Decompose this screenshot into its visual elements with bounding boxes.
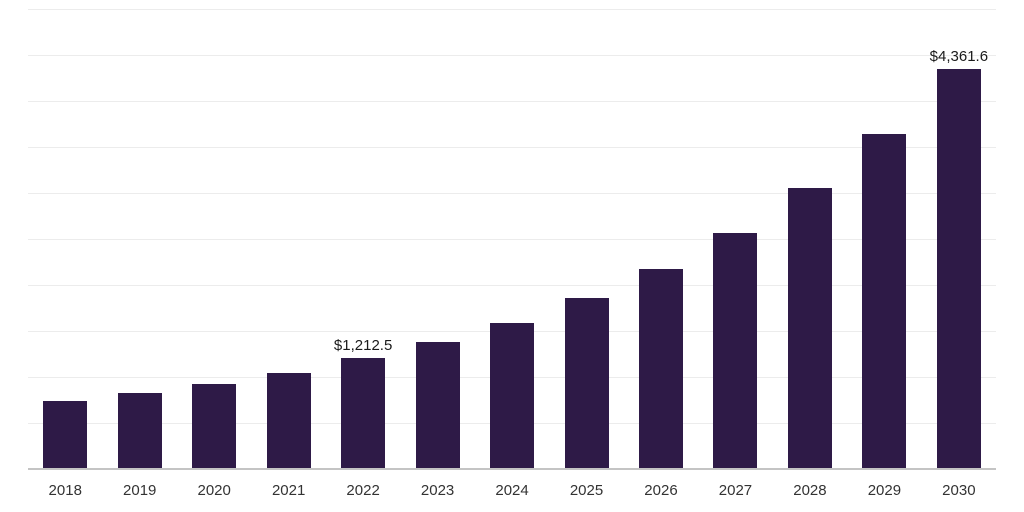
- bar-column-2028: [773, 10, 847, 470]
- x-tick-label-2019: 2019: [123, 482, 157, 499]
- x-tick-label-2030: 2030: [942, 482, 976, 499]
- bar-column-2026: [624, 10, 698, 470]
- bar-2022: [341, 358, 386, 470]
- gridline: [28, 193, 996, 194]
- plot-area: $1,212.5 $4,361.6: [28, 9, 996, 470]
- bars-layer: $1,212.5 $4,361.6: [28, 10, 996, 470]
- x-tick-label-2018: 2018: [48, 482, 82, 499]
- bar-column-2020: [177, 10, 251, 470]
- gridline: [28, 239, 996, 240]
- x-axis-tick-labels: 2018 2019 2020 2021 2022 2023 2024 2025 2026 2027…: [28, 482, 996, 499]
- bar-2026: [638, 268, 683, 470]
- bar-column-2025: [549, 10, 623, 470]
- x-tick-label-2023: 2023: [420, 482, 455, 499]
- bar-2027: [713, 232, 758, 470]
- bar-2030: [936, 68, 981, 470]
- bar-column-2027: [698, 10, 772, 470]
- data-label-2022: $1,212.5: [333, 337, 393, 355]
- x-tick-label-2027: 2027: [718, 482, 753, 499]
- bar-column-2021: [251, 10, 325, 470]
- x-tick-label-2021: 2021: [271, 482, 306, 499]
- bar-column-2023: [400, 10, 474, 470]
- x-tick-label-2025: 2025: [569, 482, 604, 499]
- gridline: [28, 285, 996, 286]
- x-tick-label-2022: 2022: [346, 482, 380, 499]
- bar-column-2024: [475, 10, 549, 470]
- bar-2018: [43, 401, 88, 470]
- bar-2024: [490, 322, 535, 470]
- bar-2019: [117, 392, 162, 470]
- bar-2025: [564, 297, 609, 470]
- bar-2020: [192, 383, 237, 470]
- x-tick-label-2020: 2020: [197, 482, 231, 499]
- bar-column-2029: [847, 10, 921, 470]
- x-tick-label-2028: 2028: [793, 482, 827, 499]
- x-tick-label-2029: 2029: [867, 482, 902, 499]
- data-label-2030: $4,361.6: [929, 47, 989, 65]
- x-axis-line: [28, 468, 996, 470]
- bar-column-2019: [102, 10, 176, 470]
- bar-column-2022: $1,212.5: [326, 10, 400, 470]
- x-tick-label-2026: 2026: [644, 482, 678, 499]
- x-tick-label-2024: 2024: [495, 482, 529, 499]
- bar-2029: [862, 134, 907, 470]
- gridline: [28, 55, 996, 56]
- bar-column-2018: [28, 10, 102, 470]
- bar-column-2030: $4,361.6: [922, 10, 996, 470]
- bar-2021: [266, 373, 311, 470]
- gridline: [28, 101, 996, 102]
- gridline: [28, 9, 996, 10]
- bar-2023: [415, 342, 460, 470]
- gridline: [28, 147, 996, 148]
- bar-2028: [787, 188, 832, 470]
